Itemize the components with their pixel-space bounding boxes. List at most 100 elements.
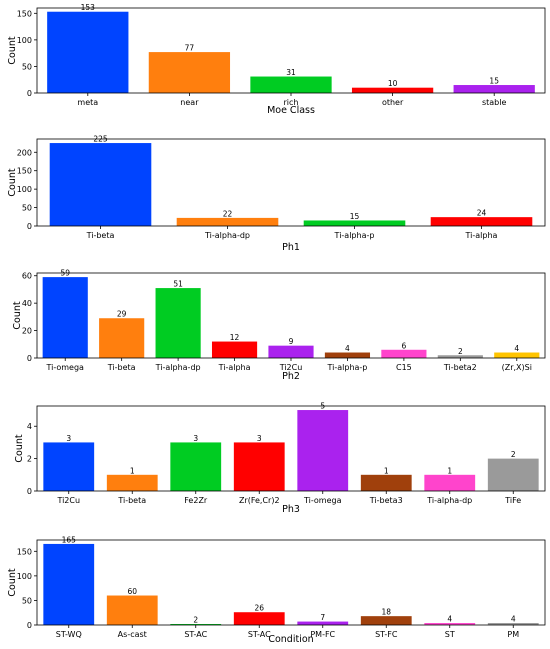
data-label: 24: [477, 209, 487, 218]
bar-ti-alpha: [430, 217, 533, 226]
bar-ti-beta: [99, 318, 145, 358]
y-tick-label: 200: [17, 148, 32, 157]
axes-frame: [36, 138, 546, 227]
bar-st: [424, 623, 476, 625]
x-tick-label: Ti-omega: [303, 496, 342, 505]
data-label: 2: [458, 347, 463, 356]
x-tick-label: PM: [507, 630, 519, 639]
bar-ti-alpha-p: [303, 220, 406, 226]
axes-frame: [36, 539, 546, 626]
data-label: 51: [173, 280, 183, 289]
data-label: 2: [193, 616, 198, 625]
x-axis-label: Ph1: [282, 242, 300, 253]
bar--zr-x-si: [494, 352, 540, 358]
x-tick-label: meta: [77, 98, 98, 107]
bar-ti-omega: [42, 277, 88, 358]
x-tick-label: ST-WQ: [56, 630, 82, 639]
x-tick-label: As-cast: [118, 630, 147, 639]
bar-st-fc: [360, 616, 412, 625]
bar-ti-alpha-dp: [424, 474, 476, 491]
y-tick-label: 60: [22, 272, 32, 281]
bar-ti-beta: [49, 143, 152, 226]
bar-ti-beta3: [360, 474, 412, 491]
y-tick-label: 0: [27, 487, 32, 496]
y-tick-label: 50: [22, 596, 32, 605]
data-label: 12: [230, 333, 240, 342]
x-tick-label: Ti-alpha-dp: [204, 231, 250, 240]
y-tick-label: 20: [22, 327, 32, 336]
y-tick-label: 0: [27, 222, 32, 231]
y-tick-label: 100: [17, 185, 32, 194]
y-tick-label: 2: [27, 455, 32, 464]
x-tick-label: Ti-beta: [107, 363, 136, 372]
y-tick-label: 0: [27, 354, 32, 363]
x-tick-label: Ti-alpha-p: [334, 231, 375, 240]
bar-ti2cu: [43, 442, 95, 491]
bar-meta: [47, 11, 129, 93]
x-tick-label: stable: [482, 98, 507, 107]
x-tick-label: (Zr,X)Si: [502, 363, 532, 372]
x-axis-label: Ph3: [282, 504, 300, 515]
data-label: 26: [254, 604, 264, 613]
y-tick-label: 150: [17, 167, 32, 176]
x-axis-label: Moe Class: [267, 105, 315, 116]
y-tick-label: 50: [22, 62, 32, 71]
y-tick-label: 50: [22, 204, 32, 213]
x-tick-label: ST: [445, 630, 455, 639]
bar-as-cast: [106, 595, 158, 625]
x-tick-label: Ti-beta3: [369, 496, 403, 505]
data-label: 22: [223, 209, 233, 218]
y-tick-label: 0: [27, 621, 32, 630]
data-label: 9: [289, 337, 294, 346]
bar-c15: [381, 349, 427, 358]
y-tick-label: 150: [17, 547, 32, 556]
bar-near: [148, 52, 231, 93]
x-tick-label: Ti-alpha-dp: [155, 363, 201, 372]
data-label: 2: [511, 450, 516, 459]
bar-st-wq: [43, 543, 95, 625]
data-label: 29: [117, 310, 127, 319]
data-label: 31: [286, 68, 296, 77]
bar-zr-fe-cr-2: [233, 442, 285, 491]
data-label: 77: [185, 44, 195, 53]
x-tick-label: ST-FC: [375, 630, 398, 639]
x-tick-label: Ti2Cu: [56, 496, 80, 505]
x-tick-label: ST-AC: [248, 630, 271, 639]
y-tick-label: 100: [17, 36, 32, 45]
data-label: 6: [401, 341, 406, 350]
y-axis-label: Count: [12, 301, 23, 329]
data-label: 1: [447, 466, 452, 475]
x-tick-label: Ti-alpha-dp: [426, 496, 472, 505]
data-label: 60: [127, 587, 137, 596]
y-tick-label: 100: [17, 572, 32, 581]
bar-other: [351, 87, 434, 93]
x-tick-label: rich: [284, 98, 299, 107]
data-label: 4: [511, 615, 516, 624]
x-tick-label: near: [180, 98, 199, 107]
y-axis-label: Count: [14, 434, 25, 462]
x-tick-label: ST-AC: [184, 630, 207, 639]
y-tick-label: 0: [27, 89, 32, 98]
y-axis-label: Count: [7, 168, 18, 196]
x-tick-label: Ti-alpha-p: [326, 363, 367, 372]
bar-ti2cu: [268, 345, 314, 358]
x-axis-label: Ph2: [282, 371, 300, 382]
bar-ti-beta2: [437, 355, 483, 358]
bar-ti-alpha-dp: [176, 217, 279, 226]
x-tick-label: Ti-alpha: [218, 363, 251, 372]
y-axis-label: Count: [7, 568, 18, 596]
axes-frame: [36, 405, 546, 492]
data-label: 15: [489, 77, 499, 86]
data-label: 4: [514, 344, 519, 353]
data-label: 18: [381, 608, 391, 617]
data-label: 10: [388, 79, 398, 88]
x-tick-label: Zr(Fe,Cr)2: [239, 496, 280, 505]
x-tick-label: TiFe: [504, 496, 521, 505]
x-tick-label: Ti-beta: [86, 231, 115, 240]
bar-tife: [487, 458, 539, 491]
data-label: 1: [130, 466, 135, 475]
